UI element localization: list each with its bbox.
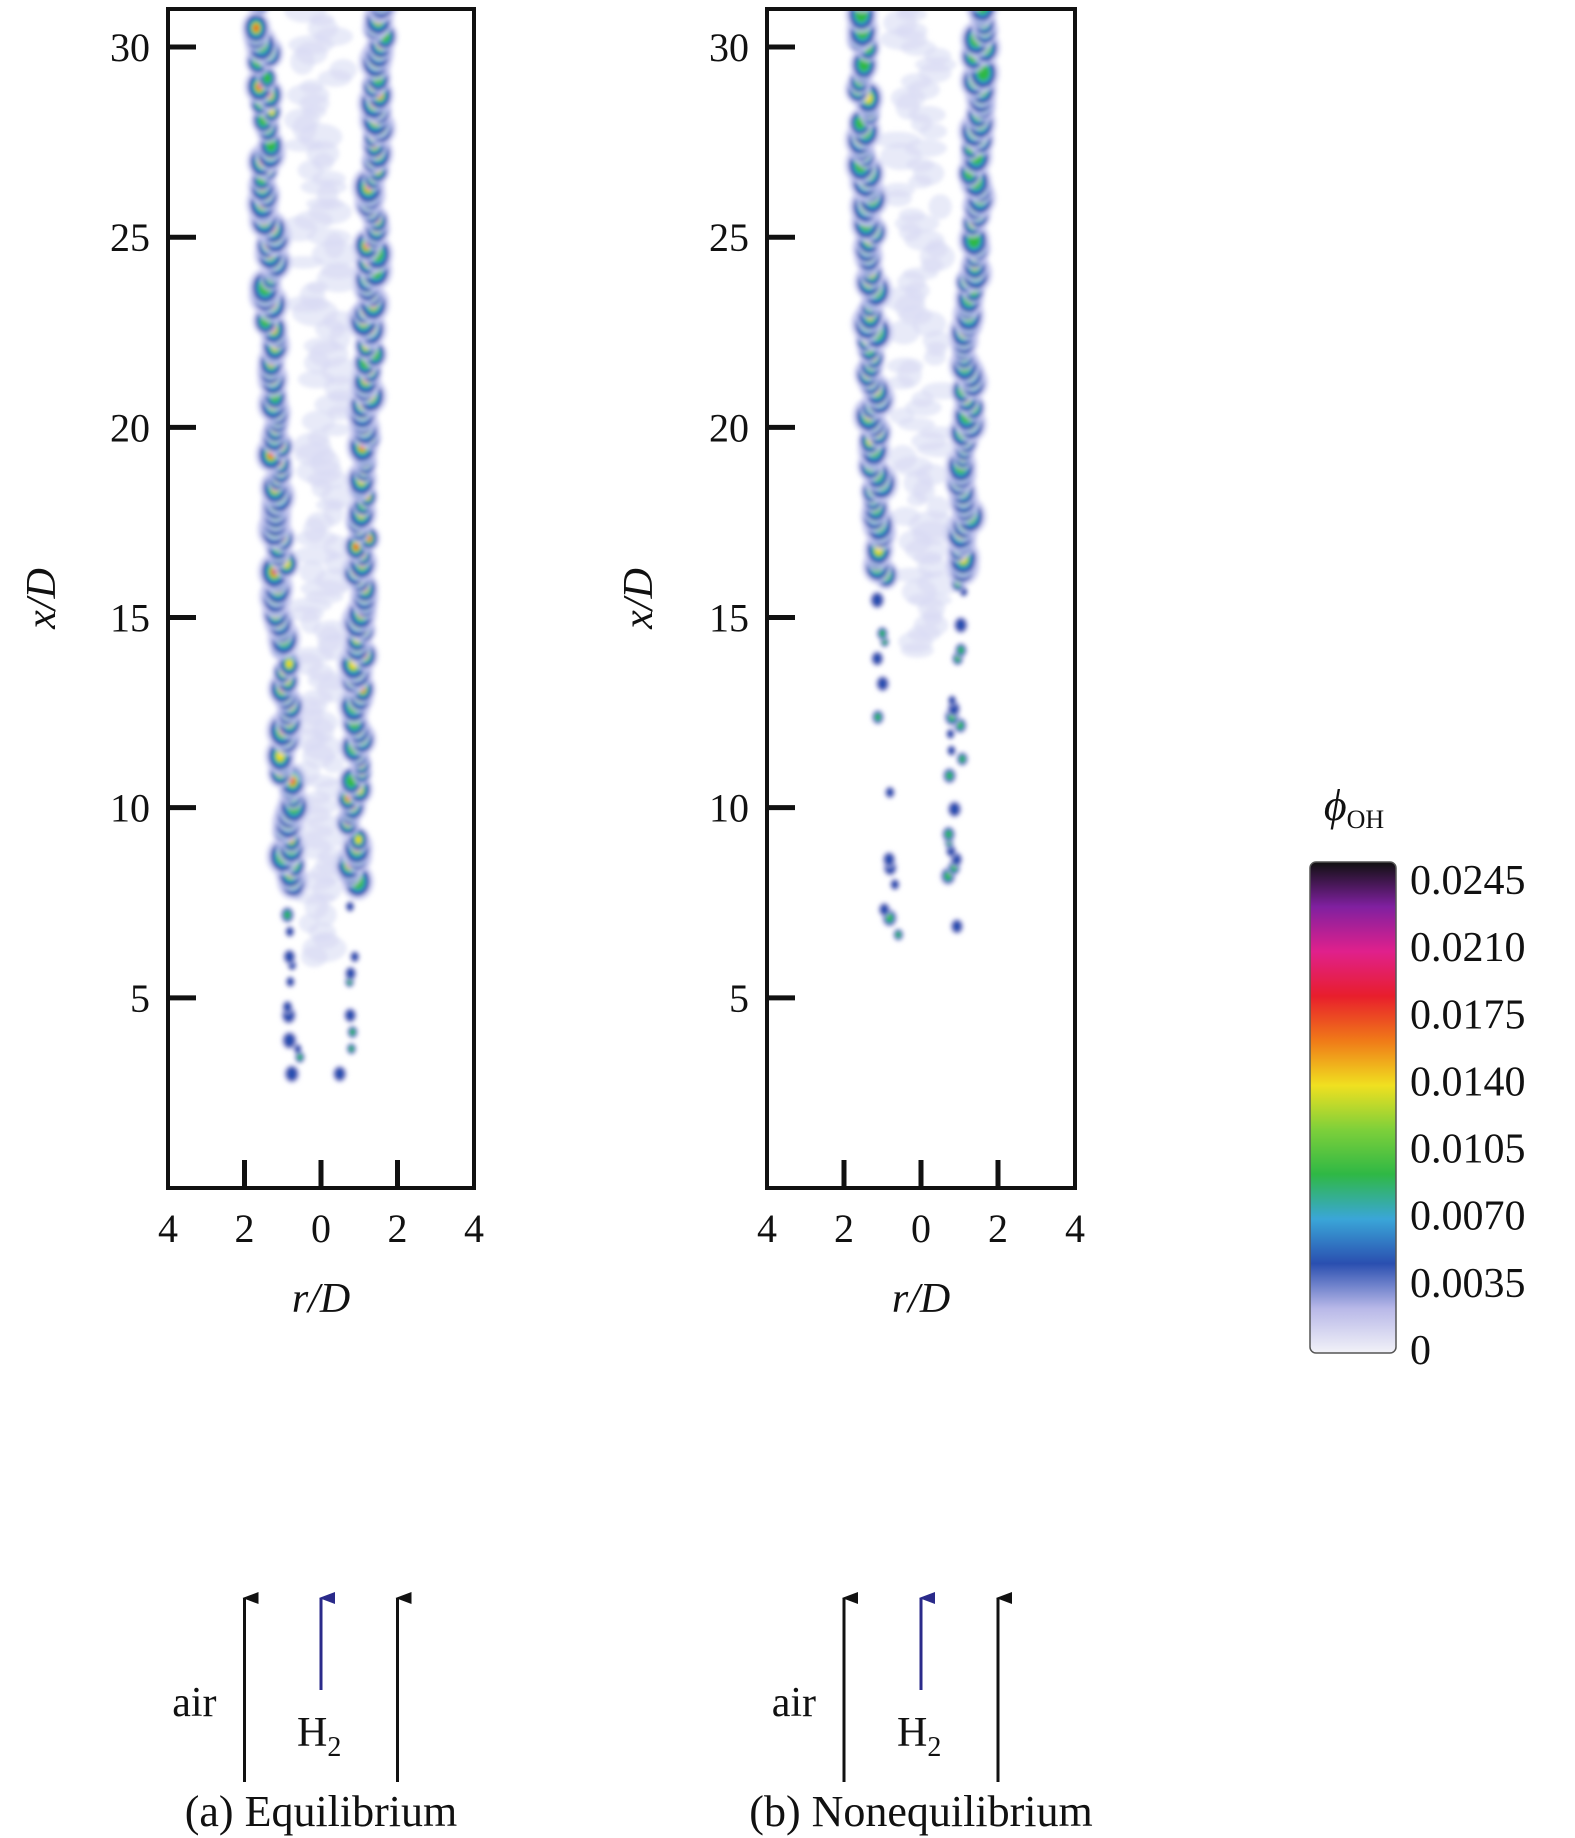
colorbar-gradient: [1309, 861, 1397, 1354]
colorbar: ϕOH 0.0245 0.0210 0.0175 0.0140 0.0105 0.0070 0…: [1309, 781, 1526, 1374]
colorbar-tick-label: 0.0210: [1410, 925, 1526, 971]
x-tick-label: 4: [757, 1206, 777, 1251]
colorbar-tick-label: 0: [1410, 1328, 1431, 1374]
fuel-label: H2: [297, 1710, 341, 1763]
y-tick-label: 10: [110, 786, 150, 831]
colorbar-tick-label: 0.0070: [1410, 1194, 1526, 1240]
x-tick-label: 0: [311, 1206, 331, 1251]
x-tick-label: 2: [988, 1206, 1008, 1251]
y-tick-label: 25: [709, 215, 749, 260]
y-tick-label: 5: [130, 976, 150, 1021]
x-axis-label: r/D: [892, 1276, 950, 1322]
x-tick-label: 4: [158, 1206, 178, 1251]
y-axis-label: x/D: [19, 568, 65, 630]
colorbar-tick-label: 0.0140: [1410, 1059, 1526, 1105]
colorbar-tick-label: 0.0105: [1410, 1127, 1526, 1173]
x-tick-label: 2: [235, 1206, 255, 1251]
y-tick-label: 30: [110, 25, 150, 70]
y-tick-label: 30: [709, 25, 749, 70]
y-tick-label: 25: [110, 215, 150, 260]
oh-field: [241, 9, 399, 1084]
x-tick-label: 4: [464, 1206, 484, 1251]
colorbar-tick-label: 0.0035: [1410, 1261, 1526, 1307]
colorbar-tick-label: 0.0245: [1410, 858, 1526, 904]
y-tick-label: 15: [110, 596, 150, 641]
panel-caption: (a) Equilibrium: [185, 1787, 458, 1836]
y-axis-label: x/D: [616, 568, 662, 630]
colorbar-tick-label: 0.0175: [1410, 992, 1526, 1038]
y-tick-label: 5: [729, 976, 749, 1021]
colorbar-title: ϕOH: [1324, 781, 1385, 834]
air-label: air: [172, 1680, 216, 1726]
oh-field: [844, 9, 1001, 942]
x-tick-label: 4: [1065, 1206, 1085, 1251]
x-tick-label: 2: [834, 1206, 854, 1251]
x-tick-label: 2: [388, 1206, 408, 1251]
y-tick-label: 20: [110, 405, 150, 450]
y-tick-label: 15: [709, 596, 749, 641]
fuel-label: H2: [897, 1710, 941, 1763]
x-tick-label: 0: [911, 1206, 931, 1251]
y-tick-label: 20: [709, 405, 749, 450]
x-axis-label: r/D: [292, 1276, 350, 1322]
y-tick-label: 10: [709, 786, 749, 831]
air-label: air: [772, 1680, 816, 1726]
panel-caption: (b) Nonequilibrium: [749, 1787, 1092, 1836]
